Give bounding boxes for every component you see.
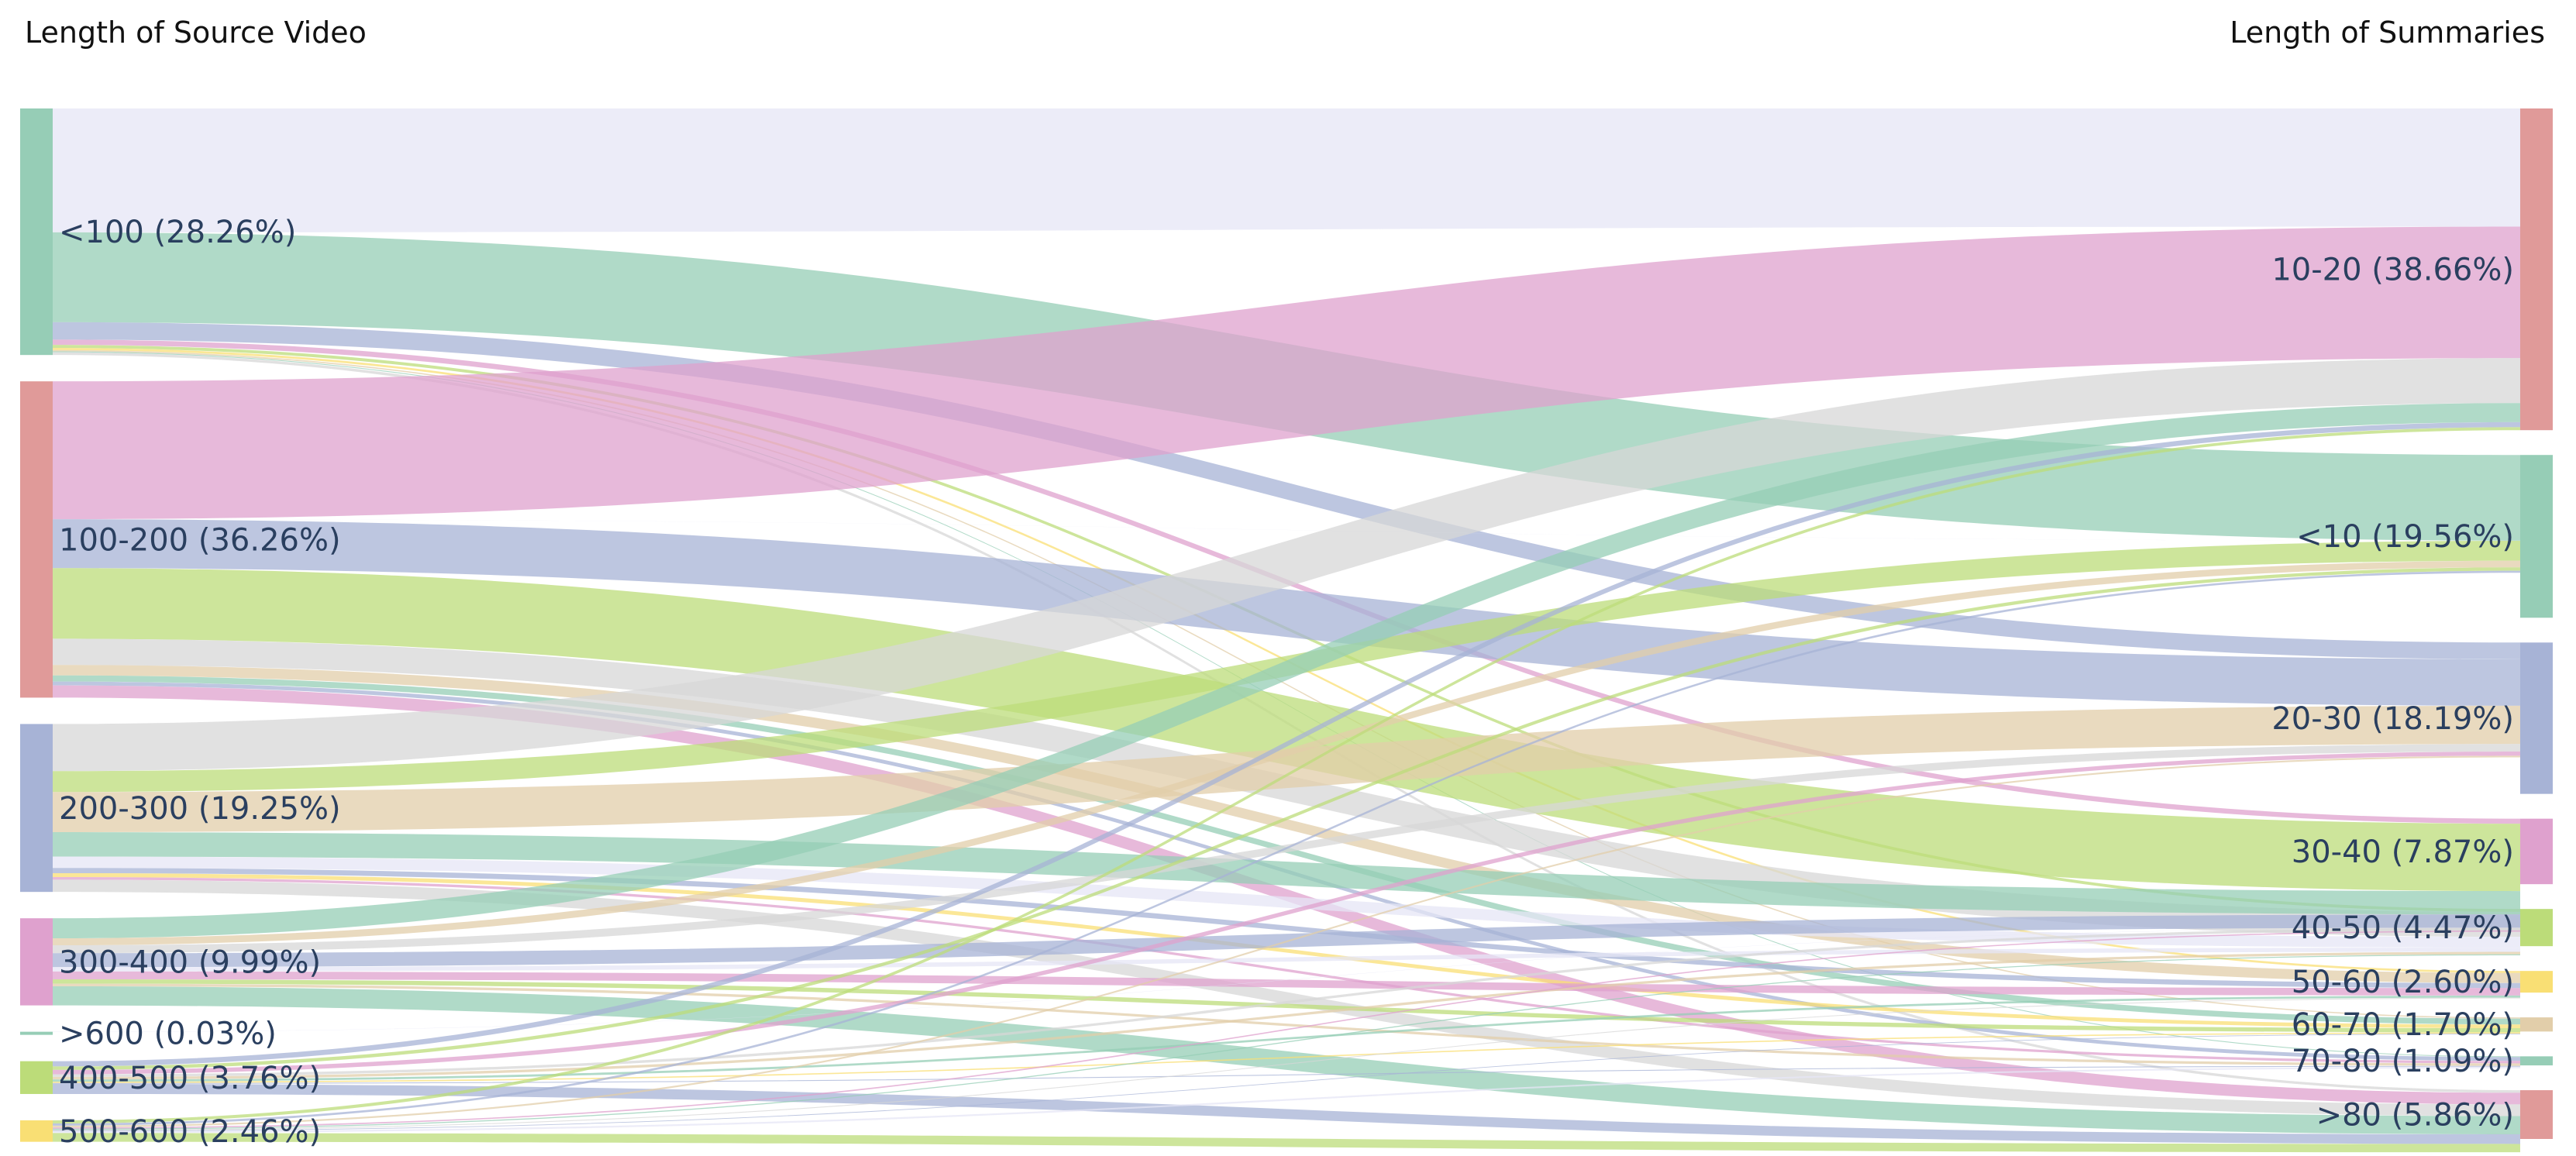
flow-s0-t0 — [53, 108, 2520, 232]
target-label-t6: 60-70 (1.70%) — [2292, 1007, 2514, 1043]
target-node-t1 — [2520, 455, 2553, 618]
flow-s0-t2 — [53, 322, 2520, 659]
source-label-s3: 300-400 (9.99%) — [59, 944, 321, 980]
flow-s2-t2 — [53, 705, 2520, 833]
right-axis-header: Length of Summaries — [2230, 15, 2545, 50]
flow-s0-t6 — [53, 349, 2520, 1019]
target-node-t3 — [2520, 818, 2553, 885]
flow-links — [53, 108, 2520, 1153]
target-node-t4 — [2520, 909, 2553, 947]
flow-s6-t4 — [53, 954, 2520, 1130]
flow-s6-t8 — [53, 1133, 2520, 1153]
flow-s1-t5 — [53, 665, 2520, 983]
flow-s2-t6 — [53, 872, 2520, 1029]
target-label-t7: 70-80 (1.09%) — [2292, 1044, 2514, 1079]
source-label-s0: <100 (28.26%) — [59, 215, 296, 250]
flow-s3-t8 — [53, 986, 2520, 1134]
flow-s5-t6 — [53, 1032, 2520, 1083]
left-axis-header: Length of Source Video — [25, 15, 367, 50]
target-label-t8: >80 (5.86%) — [2316, 1098, 2514, 1134]
flow-s5-t5 — [53, 995, 2520, 1082]
target-node-t2 — [2520, 642, 2553, 794]
flow-s1-t0 — [53, 226, 2520, 520]
flow-s3-t0 — [53, 403, 2520, 939]
source-node-s2 — [20, 724, 53, 893]
flow-s5-t8 — [53, 1083, 2520, 1144]
flow-s2-t0 — [53, 358, 2520, 772]
source-node-s3 — [20, 918, 53, 1006]
flow-s5-t0 — [53, 421, 2520, 1067]
source-label-s5: 400-500 (3.76%) — [59, 1061, 321, 1096]
flow-s6-t0 — [53, 427, 2520, 1124]
flow-s6-t2 — [53, 755, 2520, 1128]
flow-s2-t5 — [53, 868, 2520, 989]
flow-s1-t3 — [53, 568, 2520, 892]
flow-s3-t5 — [53, 971, 2520, 996]
flow-s6-t3 — [53, 930, 2520, 1129]
flow-s5-t1 — [53, 567, 2520, 1070]
source-node-s0 — [20, 108, 53, 356]
flow-s2-t4 — [53, 856, 2520, 948]
sankey-nodes — [20, 108, 2553, 1142]
target-node-t8 — [2520, 1090, 2553, 1139]
flow-s1-t2 — [53, 519, 2520, 706]
flow-s3-t7 — [53, 983, 2520, 1066]
source-label-s6: 500-600 (2.46%) — [59, 1114, 321, 1150]
source-node-s4 — [20, 1031, 53, 1035]
flow-s5-t4 — [53, 951, 2520, 1080]
source-label-s2: 200-300 (19.25%) — [59, 791, 341, 827]
flow-s3-t1 — [53, 560, 2520, 946]
flow-s6-t6 — [53, 1034, 2520, 1132]
flow-s6-t1 — [53, 570, 2520, 1126]
target-node-t5 — [2520, 971, 2553, 993]
target-label-t1: <10 (19.56%) — [2296, 519, 2514, 555]
source-label-s4: >600 (0.03%) — [59, 1017, 277, 1052]
flow-s5-t3 — [53, 927, 2520, 1077]
target-label-t3: 30-40 (7.87%) — [2292, 834, 2514, 870]
source-node-s5 — [20, 1061, 53, 1094]
flow-s5-t7 — [53, 1065, 2520, 1084]
flow-s4-t3 — [53, 927, 2520, 1032]
flow-s3-t4 — [53, 948, 2520, 972]
source-node-s6 — [20, 1120, 53, 1142]
node-labels: <100 (28.26%) 100-200 (36.26%) 200-300 (19… — [59, 215, 2514, 1150]
flow-s2-t3 — [53, 832, 2520, 915]
target-label-t4: 40-50 (4.47%) — [2292, 910, 2514, 946]
target-node-t0 — [2520, 108, 2553, 431]
flow-s1-t1 — [53, 519, 2520, 541]
source-label-s1: 100-200 (36.26%) — [59, 522, 341, 558]
target-node-t6 — [2520, 1017, 2553, 1032]
target-node-t7 — [2520, 1056, 2553, 1066]
flow-s6-t7 — [53, 1066, 2520, 1134]
source-node-s1 — [20, 381, 53, 698]
flow-s1-t8 — [53, 685, 2520, 1105]
target-label-t0: 10-20 (38.66%) — [2271, 253, 2514, 288]
flow-s2-t7 — [53, 877, 2520, 1064]
flow-s5-t2 — [53, 751, 2520, 1075]
target-label-t5: 50-60 (2.60%) — [2292, 965, 2514, 1000]
flow-s2-t8 — [53, 879, 2520, 1116]
flow-s3-t6 — [53, 979, 2520, 1033]
target-label-t2: 20-30 (18.19%) — [2271, 701, 2514, 737]
flow-s6-t5 — [53, 997, 2520, 1131]
